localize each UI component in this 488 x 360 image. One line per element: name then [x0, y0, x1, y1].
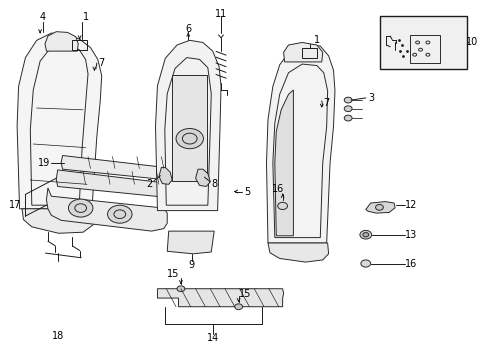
Circle shape	[277, 202, 287, 210]
Text: 1: 1	[82, 12, 88, 22]
Circle shape	[359, 230, 371, 239]
Circle shape	[360, 260, 370, 267]
Circle shape	[344, 97, 351, 103]
Text: 4: 4	[40, 12, 46, 22]
Circle shape	[344, 106, 351, 112]
Circle shape	[177, 286, 184, 292]
Polygon shape	[283, 42, 322, 62]
Text: 15: 15	[239, 289, 251, 300]
Bar	[302, 48, 316, 58]
Text: 9: 9	[188, 260, 194, 270]
Text: 14: 14	[206, 333, 219, 343]
Polygon shape	[365, 202, 394, 213]
Text: 16: 16	[404, 258, 416, 269]
Polygon shape	[159, 167, 172, 184]
Text: 10: 10	[465, 37, 477, 48]
Polygon shape	[17, 33, 102, 209]
Text: 16: 16	[271, 184, 284, 194]
Circle shape	[68, 199, 93, 217]
Polygon shape	[46, 188, 167, 231]
Text: 7: 7	[99, 58, 104, 68]
Text: 1: 1	[313, 35, 319, 45]
Text: 15: 15	[167, 269, 180, 279]
Text: 6: 6	[185, 24, 191, 34]
Polygon shape	[157, 289, 283, 307]
Polygon shape	[22, 209, 94, 233]
Circle shape	[107, 205, 132, 223]
Bar	[409, 35, 439, 63]
Text: 13: 13	[404, 230, 416, 240]
Polygon shape	[267, 243, 328, 262]
Text: 5: 5	[244, 186, 249, 197]
Text: 8: 8	[211, 179, 217, 189]
Text: 7: 7	[323, 98, 329, 108]
Bar	[72, 40, 87, 50]
Text: 3: 3	[368, 93, 374, 103]
Polygon shape	[266, 44, 334, 243]
Text: 12: 12	[404, 200, 416, 210]
Bar	[380, 16, 467, 69]
Text: 19: 19	[38, 158, 50, 168]
Text: 2: 2	[146, 179, 152, 189]
Circle shape	[362, 233, 368, 237]
Polygon shape	[45, 32, 78, 51]
Circle shape	[234, 304, 242, 310]
Bar	[172, 75, 207, 181]
Circle shape	[344, 115, 351, 121]
Polygon shape	[274, 90, 293, 236]
Text: 11: 11	[214, 9, 227, 19]
Circle shape	[176, 129, 203, 149]
Polygon shape	[167, 231, 214, 254]
Text: 18: 18	[51, 330, 64, 341]
Polygon shape	[56, 170, 185, 199]
Polygon shape	[61, 156, 180, 181]
Text: 17: 17	[8, 200, 21, 210]
Circle shape	[375, 204, 383, 210]
Polygon shape	[195, 169, 210, 186]
Polygon shape	[155, 40, 221, 211]
